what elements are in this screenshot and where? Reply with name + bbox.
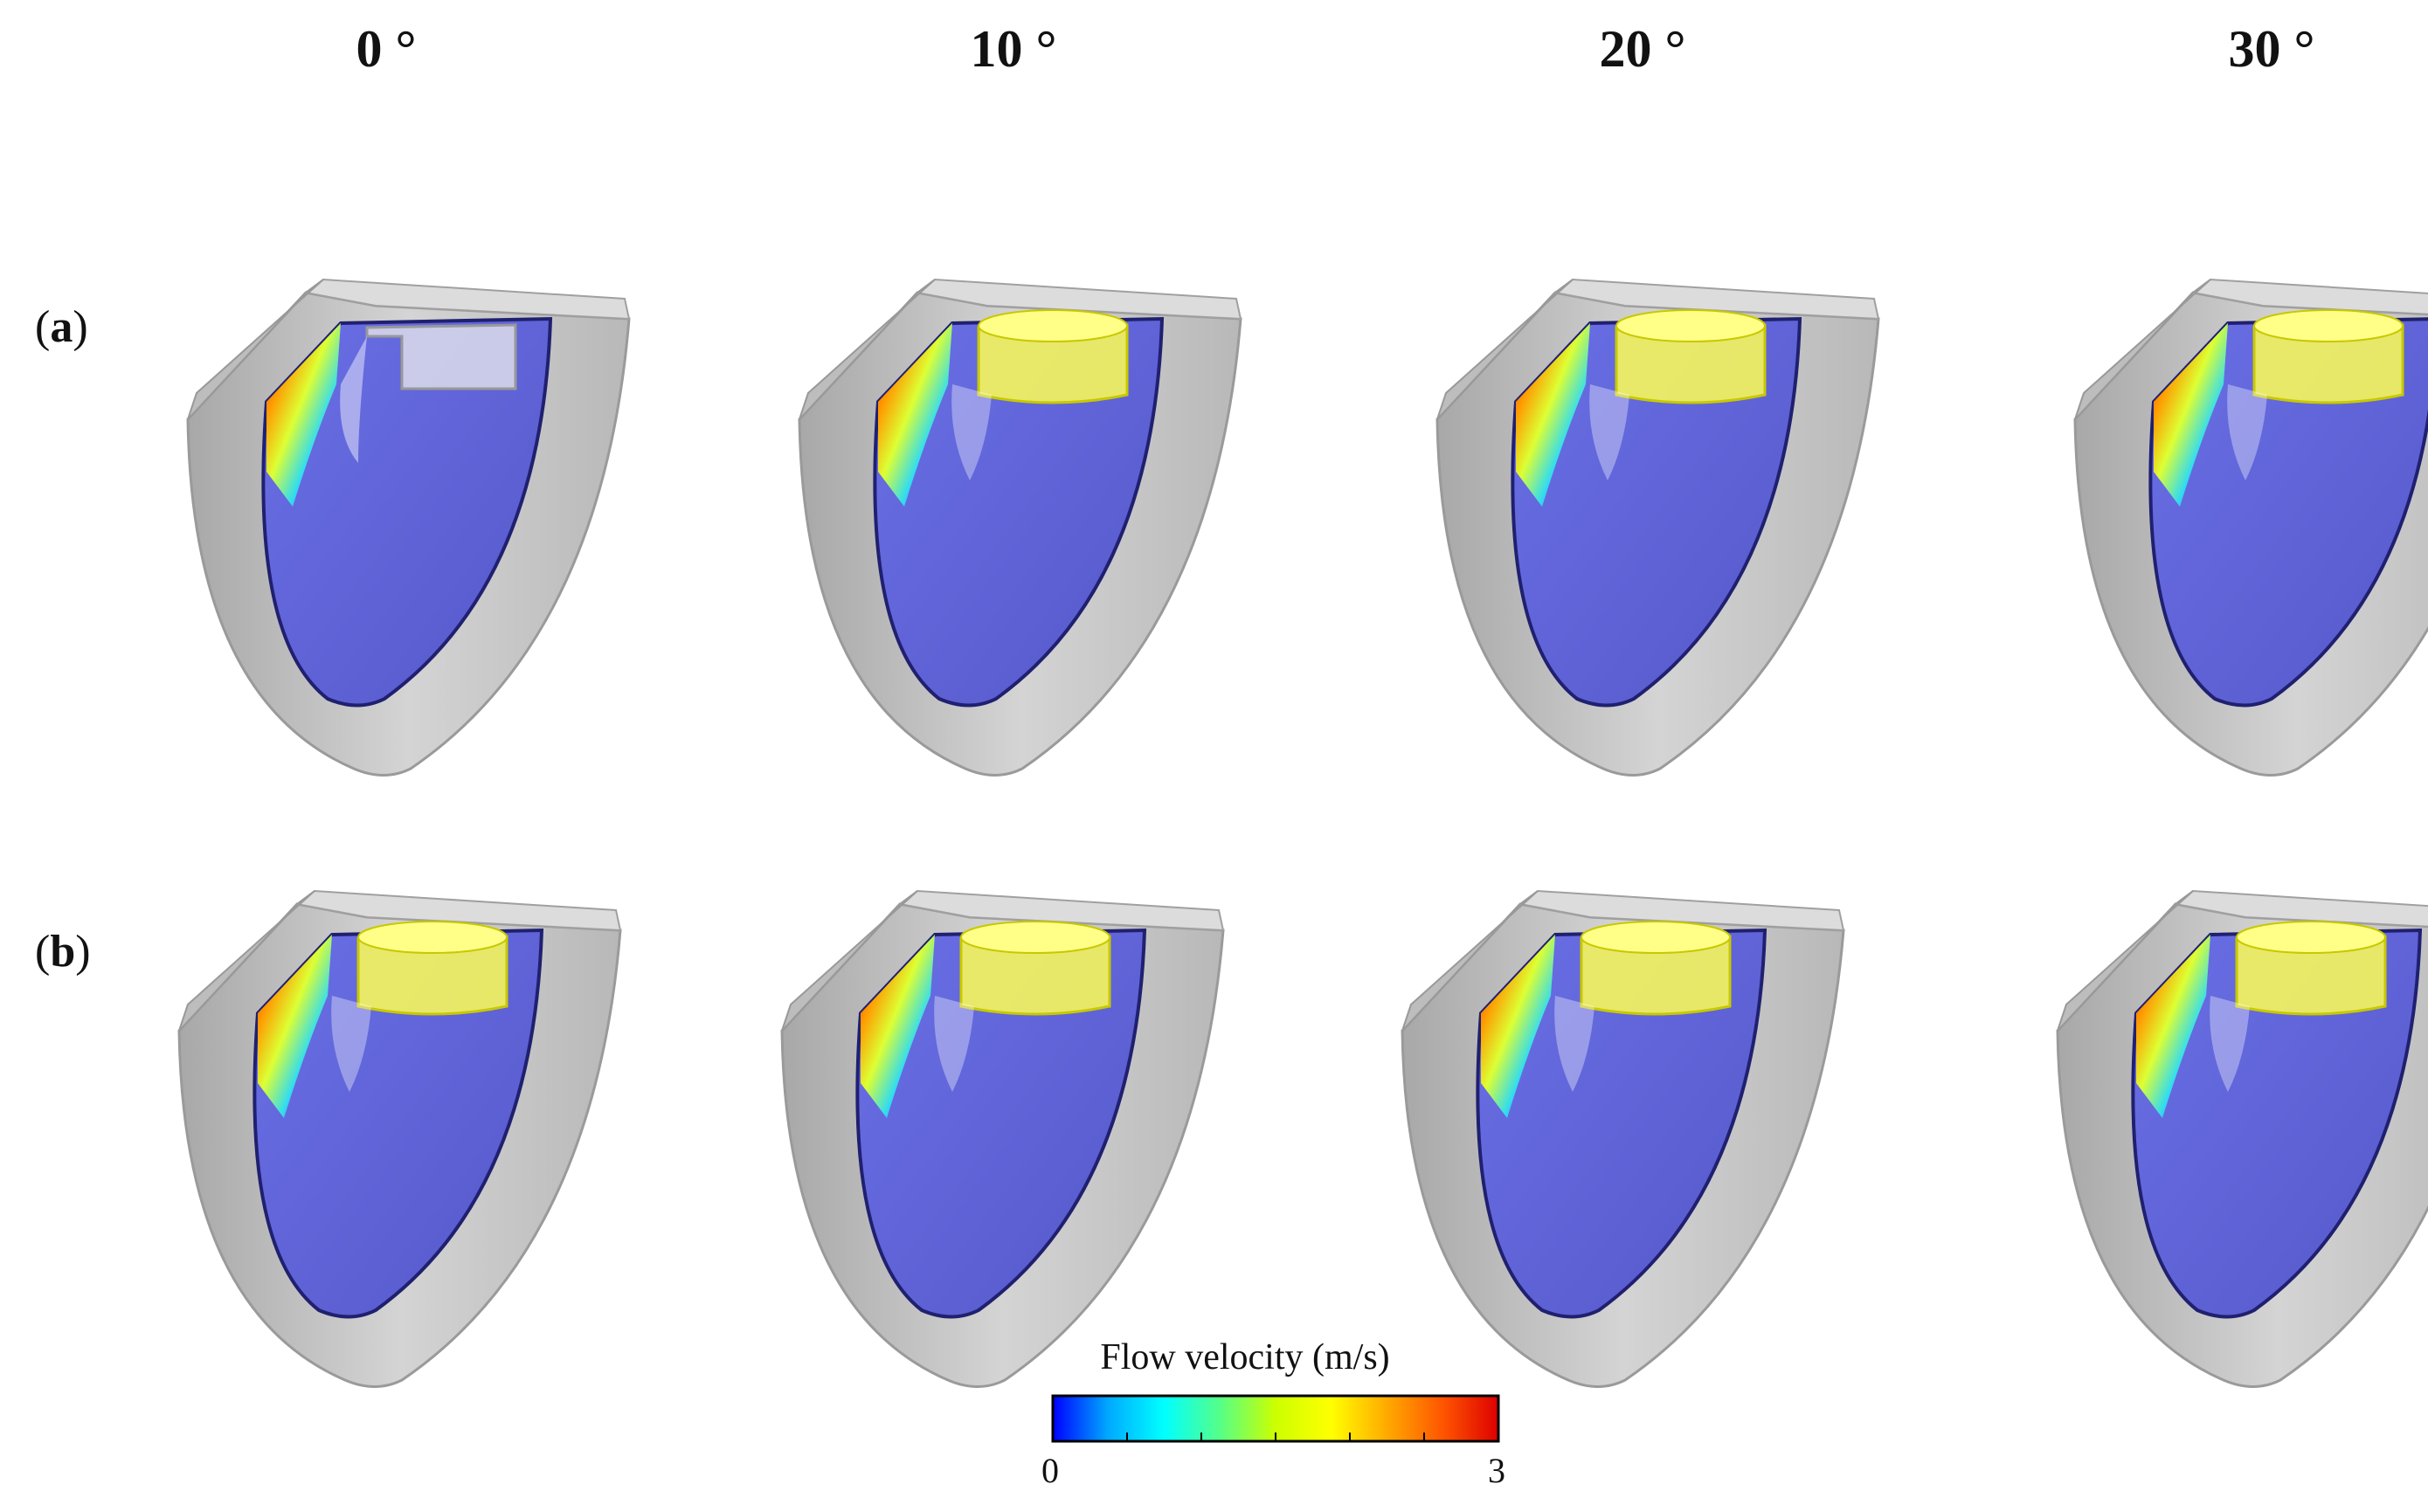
row-label-a-letter: a (50, 302, 73, 352)
colorbar-ticks (1052, 1433, 1499, 1441)
colorbar-title: Flow velocity (m/s) (1100, 1337, 1390, 1377)
column-header-10deg: 10 ° (970, 20, 1057, 78)
heart-b-20deg (1401, 889, 1845, 1389)
row-label-b-close: ) (75, 927, 91, 977)
heart-b-0deg (177, 889, 622, 1389)
colorbar-min-label: 0 (1041, 1451, 1059, 1490)
heart-a-20deg (1435, 278, 1880, 777)
row-label-b: (b) (35, 926, 91, 977)
column-header-30deg: 30 ° (2228, 20, 2315, 78)
heart-a-30deg (2073, 278, 2428, 777)
heart-a-10deg (798, 278, 1242, 777)
column-header-0deg: 0 ° (356, 20, 417, 78)
heart-b-30deg (2056, 889, 2428, 1389)
colorbar-max-label: 3 (1488, 1451, 1505, 1490)
row-label-a-open: ( (35, 302, 51, 352)
column-header-20deg: 20 ° (1599, 20, 1686, 78)
row-label-b-letter: b (50, 927, 76, 977)
heart-b-10deg (780, 889, 1225, 1389)
heart-a-0deg (186, 278, 631, 777)
row-label-a-close: ) (73, 302, 88, 352)
row-label-a: (a) (35, 301, 88, 353)
row-label-b-open: ( (35, 927, 51, 977)
